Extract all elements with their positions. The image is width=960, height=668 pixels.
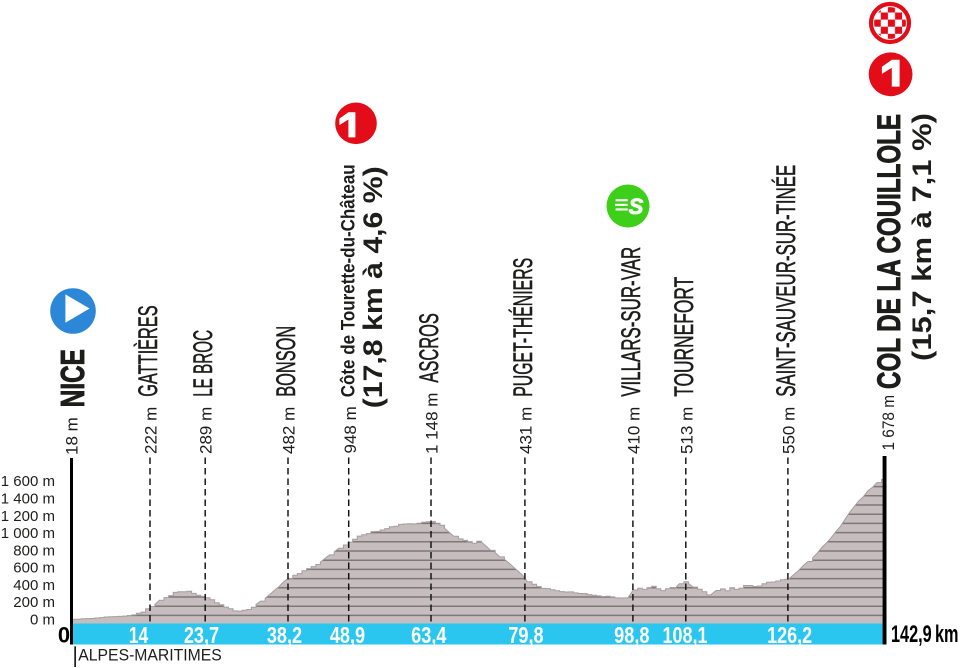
svg-text:482 m: 482 m [280, 407, 299, 454]
svg-text:NICE: NICE [54, 349, 91, 407]
svg-text:LE BROC: LE BROC [188, 330, 218, 397]
svg-text:289 m: 289 m [197, 407, 216, 454]
svg-text:48,9: 48,9 [330, 622, 365, 648]
svg-text:TOURNEFORT: TOURNEFORT [669, 277, 699, 397]
svg-text:PUGET-THÉNIERS: PUGET-THÉNIERS [508, 258, 538, 397]
svg-text:948 m: 948 m [341, 406, 360, 453]
svg-text:SAINT-SAUVEUR-SUR-TINÉE: SAINT-SAUVEUR-SUR-TINÉE [771, 165, 801, 397]
svg-text:1 200 m: 1 200 m [1, 508, 55, 525]
svg-text:BONSON: BONSON [271, 326, 301, 397]
svg-text:Côte de Tourette-du-Château: Côte de Tourette-du-Château [339, 164, 360, 397]
svg-text:410 m: 410 m [624, 407, 643, 454]
svg-text:200 m: 200 m [13, 594, 55, 611]
svg-text:142,9 km: 142,9 km [891, 621, 959, 648]
svg-text:1 400 m: 1 400 m [1, 491, 55, 508]
svg-text:1 000 m: 1 000 m [1, 525, 55, 542]
svg-text:ASCROS: ASCROS [414, 313, 444, 383]
svg-text:79,8: 79,8 [508, 622, 543, 648]
svg-text:38,2: 38,2 [267, 622, 302, 648]
svg-text:1 148 m: 1 148 m [423, 393, 442, 454]
svg-text:1 600 m: 1 600 m [1, 473, 55, 490]
svg-text:63,4: 63,4 [411, 622, 446, 648]
svg-text:126,2: 126,2 [767, 622, 812, 648]
svg-text:14: 14 [129, 622, 149, 648]
svg-text:600 m: 600 m [13, 560, 55, 577]
svg-text:108,1: 108,1 [663, 622, 708, 648]
svg-text:(17,8 km à 4,6 %): (17,8 km à 4,6 %) [358, 166, 388, 408]
svg-text:18 m: 18 m [63, 417, 82, 455]
svg-text:98,8: 98,8 [614, 622, 649, 648]
svg-text:23,7: 23,7 [184, 622, 219, 648]
svg-text:513 m: 513 m [677, 407, 696, 454]
svg-text:COL DE LA COUILLOLE: COL DE LA COUILLOLE [871, 114, 907, 389]
svg-text:1 678 m: 1 678 m [879, 395, 898, 451]
svg-text:0 m: 0 m [30, 611, 55, 628]
svg-text:0: 0 [58, 623, 70, 648]
svg-text:ALPES-MARITIMES: ALPES-MARITIMES [78, 646, 222, 665]
svg-text:431 m: 431 m [516, 407, 535, 454]
svg-text:VILLARS-SUR-VAR: VILLARS-SUR-VAR [616, 247, 646, 397]
svg-text:(15,7 km à 7,1 %): (15,7 km à 7,1 %) [907, 113, 937, 361]
svg-text:S: S [629, 194, 644, 219]
svg-text:400 m: 400 m [13, 577, 55, 594]
svg-text:800 m: 800 m [13, 542, 55, 559]
svg-text:GATTIÈRES: GATTIÈRES [133, 305, 163, 397]
svg-text:550 m: 550 m [779, 407, 798, 454]
svg-text:222 m: 222 m [142, 407, 161, 454]
